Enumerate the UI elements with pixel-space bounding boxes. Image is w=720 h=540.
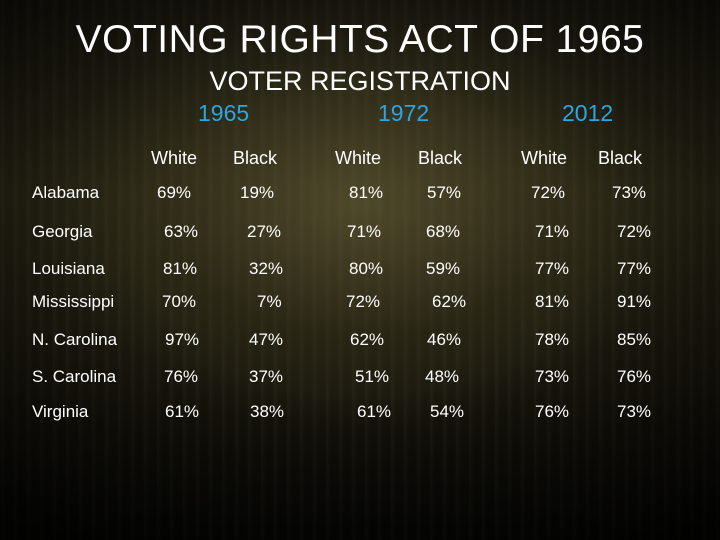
percentage-cell: 72%	[531, 183, 566, 202]
year-heading-2012: 2012	[562, 100, 614, 126]
percentage-cell: 71%	[347, 222, 382, 241]
percentage-cell: 81%	[535, 292, 570, 311]
percentage-cell: 78%	[535, 330, 570, 349]
percentage-cell: 62%	[432, 292, 467, 311]
percentage-cell: 81%	[349, 183, 384, 202]
percentage-cell: 32%	[249, 259, 284, 278]
percentage-cell: 59%	[426, 259, 461, 278]
percentage-cell: 61%	[165, 402, 200, 421]
percentage-cell: 73%	[612, 183, 647, 202]
percentage-cell: 27%	[247, 222, 282, 241]
percentage-cell: 77%	[617, 259, 652, 278]
percentage-cell: 47%	[249, 330, 284, 349]
percentage-cell: 69%	[157, 183, 192, 202]
percentage-cell: 7%	[257, 292, 282, 311]
percentage-cell: 51%	[355, 367, 390, 386]
percentage-cell: 38%	[250, 402, 285, 421]
state-label: Virginia	[32, 402, 89, 421]
column-header-1972-white: White	[335, 148, 382, 168]
percentage-cell: 76%	[535, 402, 570, 421]
percentage-cell: 85%	[617, 330, 652, 349]
percentage-cell: 71%	[535, 222, 570, 241]
percentage-cell: 61%	[357, 402, 392, 421]
percentage-cell: 19%	[240, 183, 275, 202]
page-title: VOTING RIGHTS ACT OF 1965	[75, 18, 645, 61]
state-label: Louisiana	[32, 259, 105, 278]
column-header-1972-black: Black	[418, 148, 463, 168]
percentage-cell: 76%	[164, 367, 199, 386]
year-heading-1965: 1965	[198, 100, 250, 126]
column-header-2012-white: White	[521, 148, 568, 168]
state-label: Alabama	[32, 183, 100, 202]
percentage-cell: 97%	[165, 330, 200, 349]
percentage-cell: 54%	[430, 402, 465, 421]
state-label: Mississippi	[32, 292, 115, 311]
percentage-cell: 68%	[426, 222, 461, 241]
year-heading-1972: 1972	[378, 100, 430, 126]
percentage-cell: 48%	[425, 367, 460, 386]
percentage-cell: 70%	[162, 292, 197, 311]
percentage-cell: 73%	[617, 402, 652, 421]
percentage-cell: 37%	[249, 367, 284, 386]
percentage-cell: 76%	[617, 367, 652, 386]
percentage-cell: 72%	[617, 222, 652, 241]
state-label: Georgia	[32, 222, 93, 241]
percentage-cell: 63%	[164, 222, 199, 241]
column-header-1965-white: White	[151, 148, 198, 168]
percentage-cell: 81%	[163, 259, 198, 278]
column-header-2012-black: Black	[598, 148, 643, 168]
column-header-1965-black: Black	[233, 148, 278, 168]
percentage-cell: 46%	[427, 330, 462, 349]
state-label: N. Carolina	[32, 330, 118, 349]
percentage-cell: 77%	[535, 259, 570, 278]
percentage-cell: 73%	[535, 367, 570, 386]
percentage-cell: 72%	[346, 292, 381, 311]
percentage-cell: 57%	[427, 183, 462, 202]
state-label: S. Carolina	[32, 367, 117, 386]
percentage-cell: 80%	[349, 259, 384, 278]
percentage-cell: 62%	[350, 330, 385, 349]
page-subtitle: VOTER REGISTRATION	[209, 66, 511, 96]
percentage-cell: 91%	[617, 292, 652, 311]
